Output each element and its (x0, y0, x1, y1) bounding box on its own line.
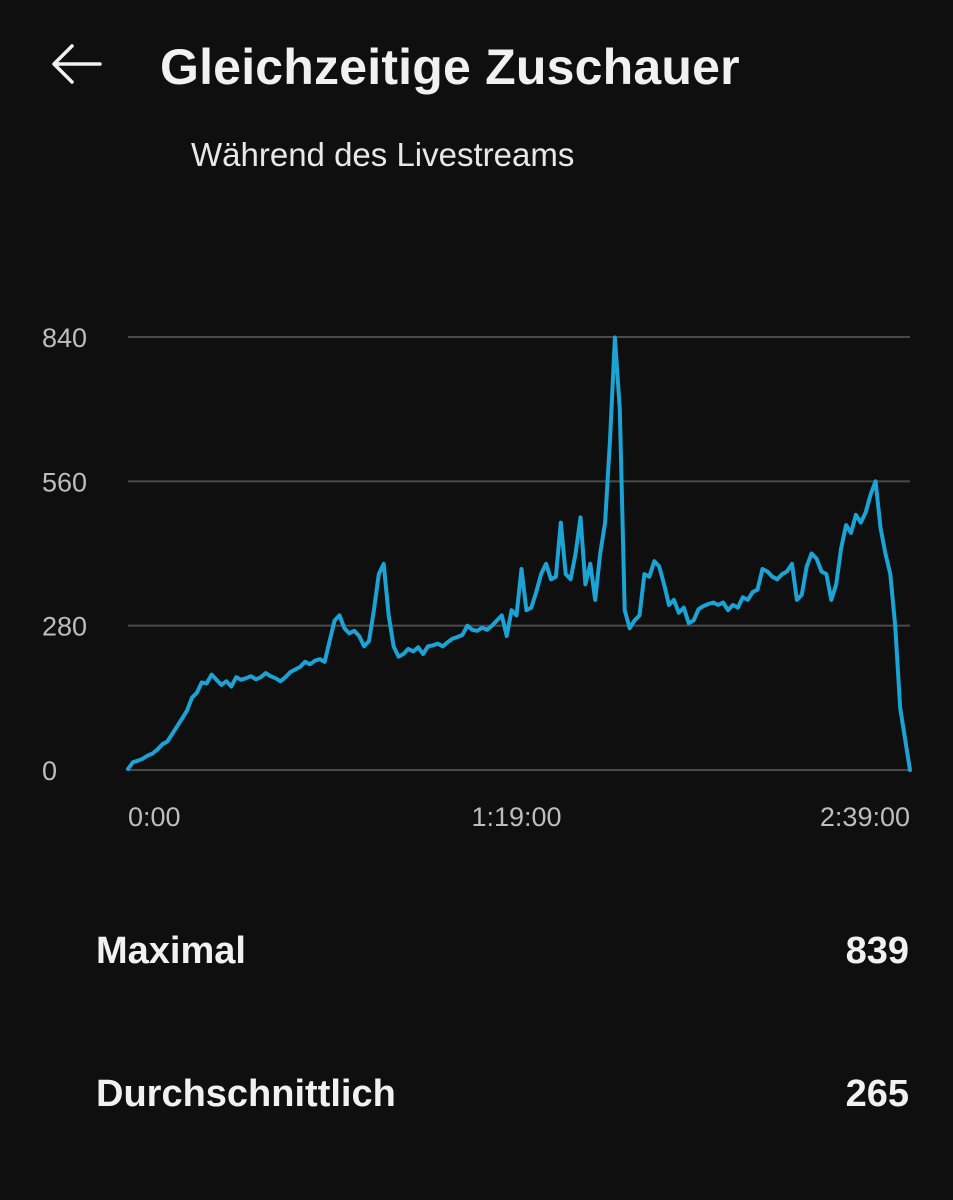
x-tick-label: 0:00 (128, 802, 181, 832)
page-title: Gleichzeitige Zuschauer (160, 39, 740, 95)
concurrent-viewers-chart: 0 280 560 840 0:00 1:19:00 2:39:00 (42, 323, 912, 832)
x-tick-label: 1:19:00 (471, 802, 561, 832)
y-tick-label: 280 (42, 612, 87, 642)
arrow-left-icon (52, 44, 102, 84)
page-subtitle: Während des Livestreams (191, 136, 575, 173)
stat-max-value: 839 (845, 930, 909, 972)
back-button[interactable] (44, 34, 108, 94)
stat-average-value: 265 (845, 1073, 909, 1115)
x-tick-label: 2:39:00 (820, 802, 910, 832)
viewers-series-line (126, 335, 912, 772)
stat-max-label: Maximal (96, 930, 246, 972)
y-tick-label: 0 (42, 756, 57, 786)
y-tick-label: 840 (42, 323, 87, 353)
stat-average-label: Durchschnittlich (96, 1073, 396, 1115)
y-tick-label: 560 (42, 467, 87, 497)
